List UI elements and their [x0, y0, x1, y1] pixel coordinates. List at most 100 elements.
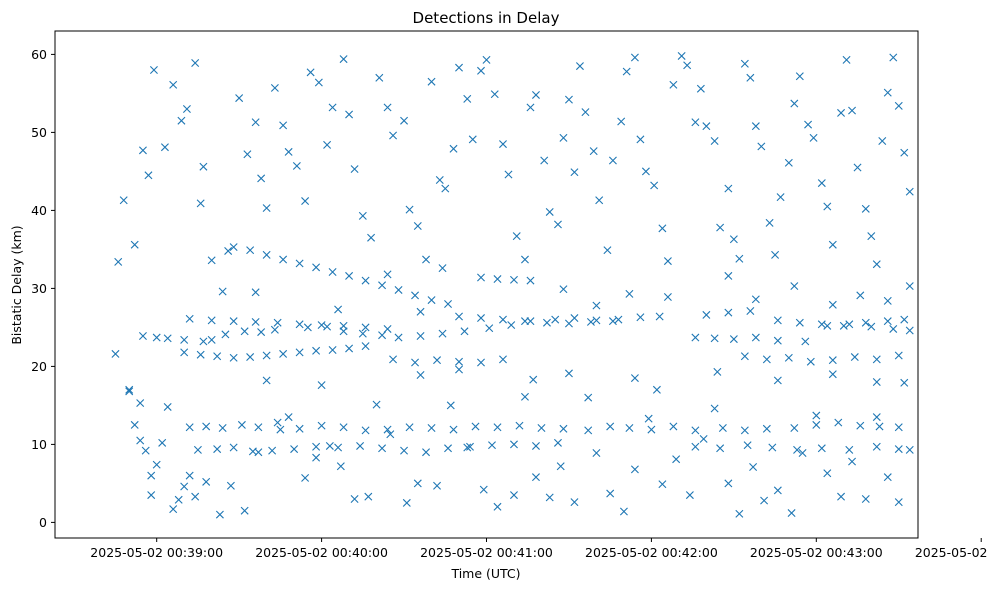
detection-point: [411, 358, 420, 367]
detection-point: [677, 51, 686, 60]
detection-point: [724, 308, 733, 317]
detection-point: [559, 424, 568, 433]
detection-point: [383, 270, 392, 279]
detection-point: [718, 424, 727, 433]
detection-point: [553, 220, 562, 229]
detection-point: [905, 326, 914, 335]
detection-point: [793, 445, 802, 454]
detection-point: [828, 356, 837, 365]
detection-point: [817, 179, 826, 188]
detection-point: [207, 316, 216, 325]
detection-point: [804, 120, 813, 129]
detection-point: [650, 181, 659, 190]
detection-point: [630, 53, 639, 62]
detection-point: [669, 80, 678, 89]
detection-point: [823, 202, 832, 211]
detection-point: [147, 471, 156, 480]
detection-point: [883, 317, 892, 326]
detection-point: [861, 204, 870, 213]
detection-point: [383, 324, 392, 333]
x-axis-ticks: 2025-05-02 00:39:00 2025-05-02 00:40:00 20…: [90, 538, 988, 560]
detection-point: [361, 342, 370, 351]
detection-point: [606, 422, 615, 431]
detection-point: [422, 448, 431, 457]
detection-point: [422, 255, 431, 264]
detection-point: [416, 307, 425, 316]
detection-point: [279, 255, 288, 264]
detection-point: [405, 423, 414, 432]
detection-point: [427, 77, 436, 86]
detection-point: [468, 135, 477, 144]
detection-point: [861, 318, 870, 327]
detection-point: [314, 78, 323, 87]
detection-point: [603, 246, 612, 255]
detection-point: [114, 257, 123, 266]
detection-point: [125, 387, 134, 396]
detection-point: [111, 349, 120, 358]
detection-point: [740, 426, 749, 435]
detection-point: [312, 442, 321, 451]
detection-point: [850, 353, 859, 362]
detection-point: [246, 353, 255, 362]
detection-point: [152, 333, 161, 342]
detection-point: [199, 337, 208, 346]
detection-point: [215, 510, 224, 519]
y-tick-label: 0: [39, 515, 47, 530]
detection-point: [509, 440, 518, 449]
detection-point: [477, 358, 485, 367]
detection-point: [463, 443, 472, 452]
detection-point: [435, 175, 444, 184]
detection-point: [537, 424, 546, 433]
detection-point: [213, 445, 222, 454]
detection-point: [438, 329, 447, 338]
detection-point: [301, 197, 310, 206]
x-tick-label: 2025-05-02 00:44:00: [915, 545, 988, 560]
detection-point: [773, 376, 782, 385]
detection-point: [746, 307, 755, 316]
detection-point: [361, 323, 370, 332]
series-group: [185, 307, 909, 333]
detection-point: [608, 156, 617, 165]
detection-point: [273, 318, 282, 327]
x-tick-label: 2025-05-02 00:43:00: [750, 545, 883, 560]
detection-point: [180, 348, 189, 357]
detection-point: [339, 423, 348, 432]
detection-point: [905, 445, 914, 454]
detection-point: [617, 117, 626, 126]
detection-point: [729, 235, 738, 244]
detection-point: [589, 147, 598, 156]
detection-point: [358, 329, 367, 338]
detection-point: [490, 90, 499, 99]
detection-point: [592, 448, 601, 457]
y-axis-ticks: 0 10 20 30 40 50 60: [31, 47, 55, 530]
detection-point: [531, 90, 540, 99]
detection-point: [306, 68, 315, 77]
detection-point: [479, 485, 488, 494]
detection-point: [614, 315, 623, 324]
detection-point: [867, 322, 876, 331]
detection-point: [477, 273, 485, 282]
detection-point: [290, 445, 299, 454]
detection-point: [806, 357, 815, 366]
detection-point: [441, 184, 450, 193]
detection-point: [224, 246, 233, 255]
detection-point: [647, 425, 656, 434]
detection-point: [575, 62, 584, 71]
detection-point: [760, 496, 769, 505]
detection-point: [433, 481, 442, 490]
detection-point: [856, 291, 865, 300]
detection-point: [663, 257, 672, 266]
detection-point: [817, 320, 826, 329]
detection-point: [251, 288, 260, 297]
series-group: [180, 342, 903, 367]
detection-point: [509, 275, 518, 284]
detection-point: [312, 263, 321, 272]
detection-point: [254, 423, 263, 432]
detection-point: [526, 103, 535, 112]
detection-point: [595, 196, 604, 205]
detection-point: [710, 334, 719, 343]
detection-point: [853, 163, 862, 172]
detection-point: [386, 430, 395, 439]
detection-point: [630, 465, 639, 474]
detection-point: [317, 321, 326, 330]
